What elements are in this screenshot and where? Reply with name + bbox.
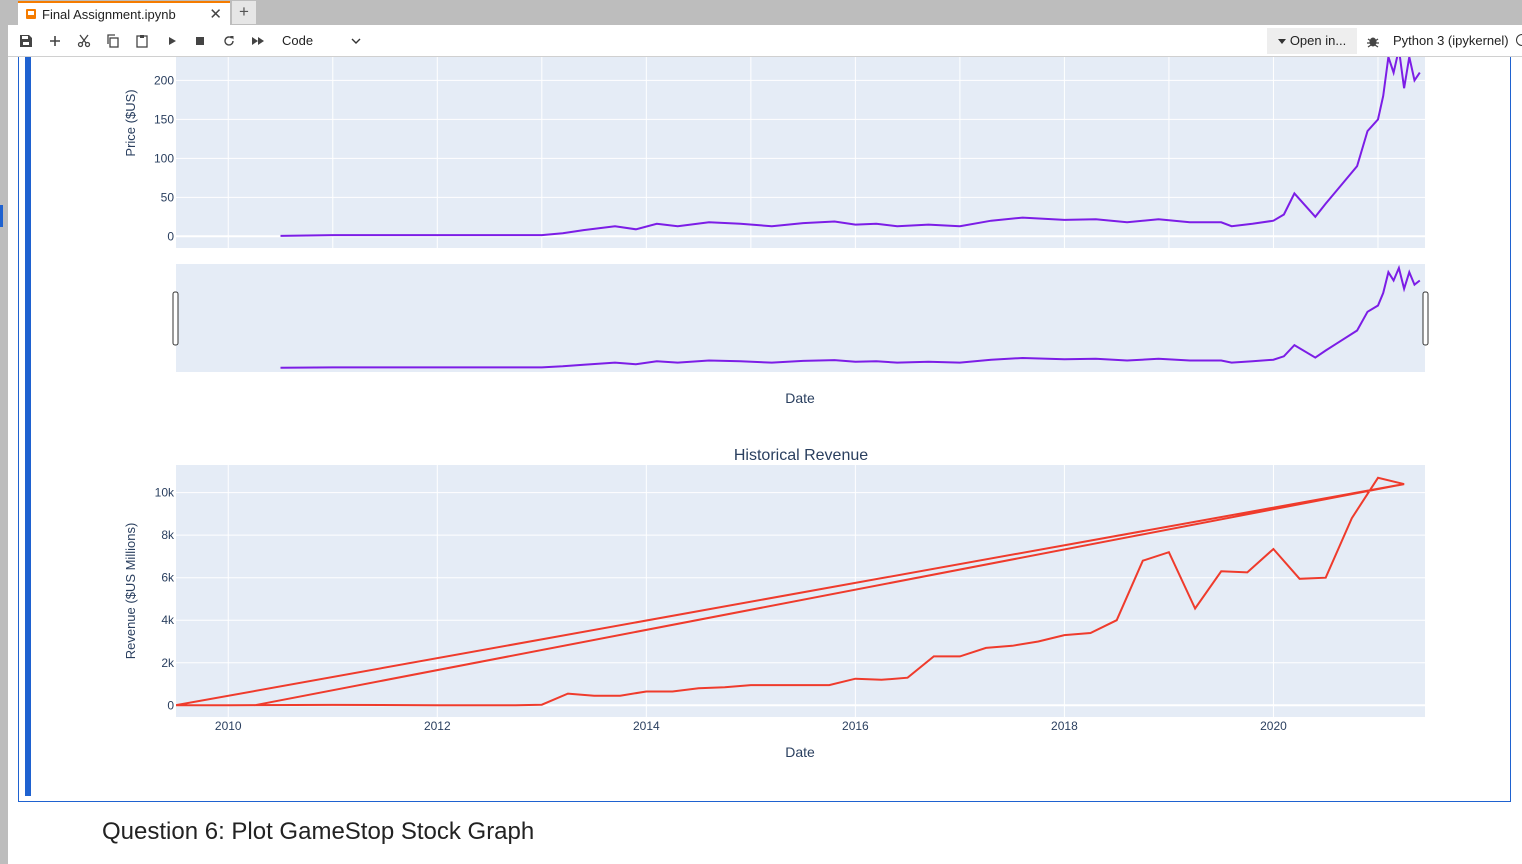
revenue-series-line [176,476,1405,707]
restart-icon[interactable] [220,32,238,50]
rangeslider-right-handle[interactable] [1422,291,1429,346]
run-icon[interactable] [163,32,181,50]
paste-icon[interactable] [133,32,151,50]
price-y-tick-label: 200 [154,73,174,87]
caret-down-icon [1277,39,1286,45]
notebook-tab[interactable]: Final Assignment.ipynb ✕ [18,1,230,25]
revenue-x-tick-label: 2020 [1260,719,1287,733]
revenue-x-tick-label: 2014 [633,719,660,733]
revenue-y-tick-label: 2k [161,656,175,670]
price-series-line [280,57,1421,237]
open-in-label: Open in... [1289,33,1347,48]
revenue-y-tick-label: 0 [167,698,174,712]
close-icon[interactable]: ✕ [209,6,222,23]
debugger-icon[interactable] [1364,32,1382,50]
revenue-x-tick-label: 2018 [1051,719,1078,733]
rangeslider-series-line [280,264,1421,369]
price-plot-background [176,57,1425,248]
gutter-marker [0,205,3,227]
revenue-y-tick-label: 4k [161,613,175,627]
output-cell[interactable] [18,57,1511,802]
price-gridlines [176,57,1425,248]
price-x-axis-label: Date [785,390,815,406]
revenue-x-tick-label: 2012 [424,719,451,733]
kernel-name[interactable]: Python 3 (ipykernel) [1393,33,1509,48]
revenue-y-tick-label: 6k [161,571,175,585]
price-y-tick-label: 50 [161,190,175,204]
revenue-chart-title: Historical Revenue [734,447,868,464]
revenue-y-tick-label: 10k [155,486,175,500]
revenue-x-tick-label: 2010 [215,719,242,733]
price-y-tick-label: 0 [167,229,174,243]
left-gutter [0,0,8,864]
stop-icon[interactable] [191,32,209,50]
save-icon[interactable] [17,32,35,50]
revenue-y-ticks: 0 2k 4k 6k 8k 10k [155,486,175,713]
kernel-status-icon [1516,34,1522,46]
revenue-plot-background [176,465,1425,717]
cell-collapser[interactable] [25,57,31,796]
price-y-ticks: 0 50 100 150 200 [154,73,174,243]
add-cell-icon[interactable] [46,32,64,50]
rangeslider-left-handle[interactable] [172,291,179,346]
price-y-tick-label: 100 [154,151,174,165]
revenue-x-ticks: 2010 2012 2014 2016 2018 2020 [215,719,1287,733]
cell-type-value: Code [282,33,314,48]
run-all-icon[interactable] [249,32,267,50]
tab-bar: Final Assignment.ipynb ✕ + [8,0,1522,25]
price-y-tick-label: 150 [154,112,174,126]
cut-icon[interactable] [75,32,93,50]
markdown-heading: Question 6: Plot GameStop Stock Graph [102,818,535,845]
notebook-icon [26,9,36,19]
revenue-y-axis-label: Revenue ($US Millions) [123,523,138,660]
chevron-down-icon [350,31,362,57]
revenue-y-tick-label: 8k [161,528,175,542]
notebook-toolbar: Code Open in... Python 3 (ipykernel) [8,25,1522,57]
rangeslider-background[interactable] [176,264,1425,372]
copy-icon[interactable] [104,32,122,50]
revenue-x-axis-label: Date [785,744,815,760]
open-in-button[interactable]: Open in... [1267,28,1357,54]
tab-title: Final Assignment.ipynb [42,6,176,22]
new-tab-button[interactable]: + [232,1,256,24]
cell-type-select[interactable]: Code [282,31,362,51]
revenue-x-tick-label: 2016 [842,719,869,733]
price-y-axis-label: Price ($US) [123,89,138,156]
